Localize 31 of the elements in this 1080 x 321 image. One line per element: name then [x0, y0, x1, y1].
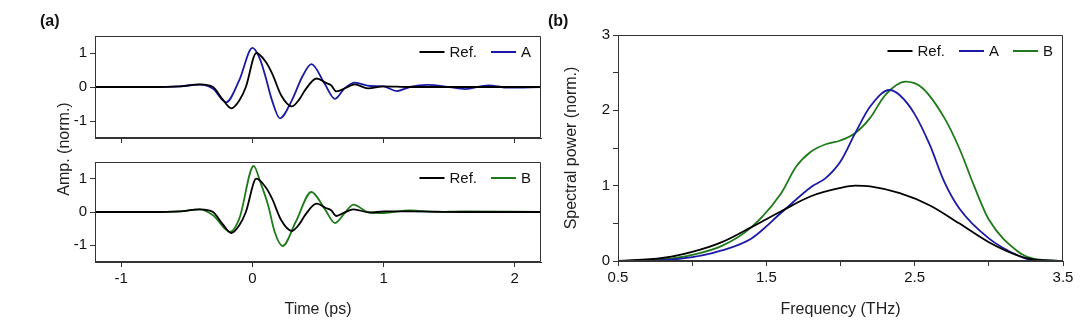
- x-tick-label: 1.5: [755, 268, 777, 286]
- x-tick-label: 2.5: [904, 268, 926, 286]
- legend-label: B: [521, 169, 532, 187]
- y-tick-label: 1: [601, 175, 610, 193]
- y-tick-label: 2: [601, 100, 610, 118]
- x-tick-label: 3.5: [1052, 268, 1074, 286]
- x-tick-label: 2: [510, 269, 519, 287]
- y-axis-title: Spectral power (norm.): [562, 66, 580, 230]
- legend-label: Ref.: [449, 169, 477, 187]
- y-tick-label: 0: [601, 251, 610, 269]
- legend-label: A: [988, 42, 1000, 60]
- x-tick-label: 0.5: [607, 268, 629, 286]
- x-axis-title: Time (ps): [284, 299, 352, 317]
- y-tick-label: -1: [73, 111, 87, 129]
- legend-label: Ref.: [449, 43, 477, 61]
- y-tick-label: 1: [78, 43, 87, 61]
- x-tick-label: -1: [114, 269, 128, 287]
- y-tick-label: 3: [601, 25, 610, 43]
- y-tick-label: 0: [78, 77, 87, 95]
- chart-title: (b): [548, 12, 569, 30]
- legend-label: B: [1043, 42, 1054, 60]
- chart-title: (a): [40, 12, 60, 30]
- legend-label: A: [521, 43, 532, 61]
- x-tick-label: 0: [248, 269, 257, 287]
- y-tick-label: -1: [73, 235, 87, 253]
- y-axis-title: Amp. (norm.): [55, 102, 73, 196]
- x-axis-title: Frequency (THz): [780, 299, 901, 317]
- x-tick-label: 1: [379, 269, 388, 287]
- legend-label: Ref.: [917, 42, 945, 60]
- y-tick-label: 1: [78, 168, 87, 186]
- y-tick-label: 0: [78, 202, 87, 220]
